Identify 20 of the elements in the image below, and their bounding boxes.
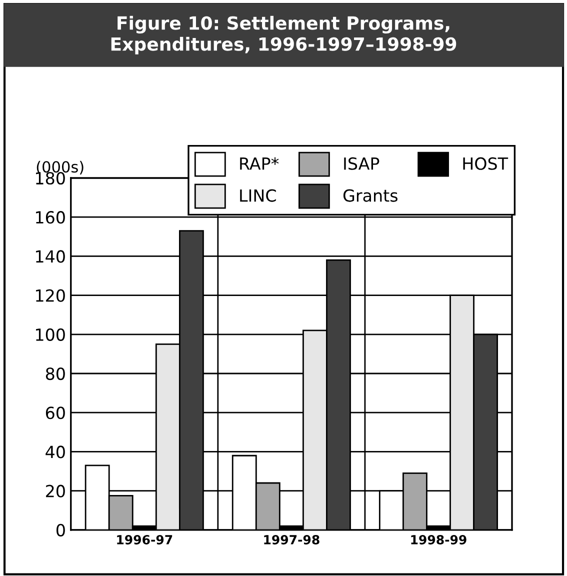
x-tick-label: 1997-98 [264, 535, 320, 544]
y-tick-label: 20 [46, 484, 65, 498]
y-axis-title: (000s) [36, 160, 84, 174]
y-tick-label: 160 [36, 211, 65, 224]
y-tick-label: 100 [36, 328, 65, 341]
y-tick-label: 120 [36, 289, 65, 302]
x-tick-label: 1996-97 [117, 535, 172, 544]
legend-label: Grants [343, 189, 398, 202]
legend-label: LINC [240, 189, 276, 202]
y-tick-label: 180 [36, 172, 65, 185]
y-tick-label: 80 [46, 367, 65, 380]
legend-label: HOST [463, 157, 508, 170]
y-tick-label: 0 [56, 524, 65, 536]
y-tick-label: 140 [36, 250, 65, 263]
legend-label: RAP* [240, 157, 279, 170]
x-tick-label: 1998-99 [411, 535, 466, 544]
y-tick-label: 60 [46, 406, 65, 420]
y-tick-label: 40 [46, 446, 65, 458]
chart-title: Figure 10: Settlement Programs, Expenditures, 1996-1997–1998-99 [111, 16, 456, 54]
legend-label: ISAP [344, 157, 380, 170]
